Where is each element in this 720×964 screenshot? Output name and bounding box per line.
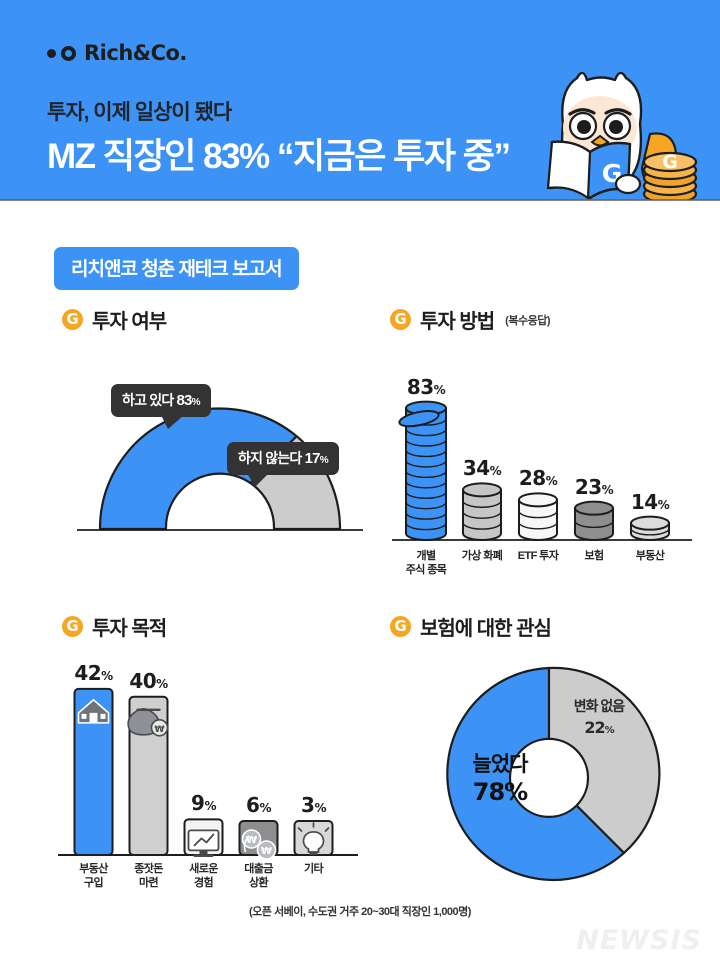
coin-value-label: 34%	[462, 456, 502, 481]
coin-category-label: 가상 화폐	[461, 550, 503, 562]
g-badge-icon: G	[390, 616, 411, 637]
header-subtitle: 투자, 이제 일상이 됐다	[47, 101, 232, 124]
coin-value-label: 14%	[630, 489, 670, 514]
percent-sign: %	[191, 397, 201, 408]
coin-stack-svg	[392, 400, 692, 541]
coin-stack-3	[518, 492, 558, 541]
coin-category-label: ETF 투자	[517, 550, 559, 562]
gauge-callout-not-label: 하지 않는다	[238, 450, 302, 466]
header-banner: Rich&Co. 투자, 이제 일상이 됐다 MZ 직장인 83% “지금은 투…	[0, 0, 720, 200]
purpose-category-label: 기타	[303, 863, 324, 875]
gauge-callout-not: 하지 않는다 17%	[227, 442, 339, 487]
section-title: 투자 여부	[92, 311, 167, 333]
donut-label-nochange-text: 변화 없음	[573, 698, 625, 714]
coin-value-label: 23%	[574, 474, 614, 499]
lightbulb-icon	[297, 822, 330, 855]
coin-column-3: 28%	[510, 466, 566, 490]
coin-category-label: 개별 주식 종목	[405, 550, 447, 576]
logo-dot-icon	[47, 48, 56, 58]
header-divider	[0, 199, 720, 201]
monitor-chart-icon	[187, 829, 220, 857]
coin-column-4: 23%	[566, 475, 622, 499]
gauge-callout-doing-value: 83	[176, 392, 193, 409]
newsis-watermark: NEWSIS	[576, 925, 702, 956]
coin-stack-5	[630, 515, 670, 541]
donut-label-nochange: 변화 없음 22%	[544, 696, 654, 737]
purpose-bar-1	[73, 687, 114, 856]
purpose-value-label: 6%	[246, 793, 271, 817]
donut-svg	[446, 666, 661, 882]
donut-chart-insurance: 늘었다 78% 변화 없음 22%	[404, 652, 694, 900]
purpose-value-label: 40%	[129, 668, 168, 693]
coin-column-5: 14%	[622, 490, 678, 514]
purpose-category-label: 부동산 구입	[79, 863, 108, 890]
donut-label-increased-value: 78%	[472, 778, 528, 806]
coin-column-2: 34%	[454, 456, 510, 480]
footnote-source: (오픈 서베이, 수도권 거주 20~30대 직장인 1,000명)	[249, 906, 471, 918]
bar-chart-invest-purpose: 42% 부동산 구입 40% 종잣돈 마련 9% 새로운 경험 6% 대출금 상환 3% 기타 ₩ ₩ ₩	[58, 655, 358, 900]
donut-hole	[508, 737, 590, 819]
percent-sign: %	[604, 725, 615, 736]
section-title: 투자 목적	[92, 618, 167, 640]
coin-value-label: 83%	[406, 374, 446, 399]
section-note: (복수응답)	[505, 314, 550, 327]
donut-slice-nochange	[547, 666, 661, 854]
gauge-callout-doing: 하고 있다 83%	[111, 384, 211, 429]
section-header-insurance: G 보험에 대한 관심	[390, 612, 552, 641]
report-tag: 리치앤코 청춘 재테크 보고서	[54, 247, 299, 290]
g-badge-icon: G	[390, 309, 411, 330]
svg-text:₩: ₩	[246, 835, 257, 846]
gauge-callout-not-value: 17	[304, 450, 321, 467]
coin-column-1: 83%	[398, 375, 454, 399]
logo-ring-icon	[61, 45, 76, 61]
coin-stack-2	[462, 482, 502, 541]
donut-label-nochange-value: 22%	[584, 718, 615, 737]
purpose-bars-svg: ₩ ₩ ₩	[58, 687, 358, 860]
purpose-value-label: 42%	[74, 660, 113, 685]
coin-value-label: 28%	[518, 466, 558, 491]
svg-text:₩: ₩	[155, 725, 165, 735]
purpose-value-label: 3%	[301, 793, 326, 817]
purpose-category-label: 대출금 상환	[244, 863, 273, 890]
purpose-category-label: 종잣돈 마련	[134, 863, 163, 890]
section-header-invest-method: G 투자 방법 (복수응답)	[390, 305, 550, 334]
house-icon	[77, 698, 110, 724]
header-title: MZ 직장인 83% “지금은 투자 중”	[47, 137, 511, 176]
logo-text: Rich&Co.	[84, 41, 187, 65]
coin-stack-chart-invest-method: 83% 개별 주식 종목 34% 가상 화폐 28% ETF 투자 23% 보험 14% 부동산	[392, 348, 692, 578]
brand-logo: Rich&Co.	[47, 41, 187, 65]
money-exchange-icon: ₩ ₩	[241, 829, 277, 860]
gauge-chart-invest-yn: 하고 있다 83% 하지 않는다 17%	[75, 378, 365, 543]
section-header-invest-purpose: G 투자 목적	[62, 612, 167, 641]
purpose-category-label: 새로운 경험	[189, 863, 218, 890]
svg-text:₩: ₩	[261, 846, 272, 857]
g-badge-icon: G	[62, 309, 83, 330]
coin-stack-1	[398, 400, 447, 541]
coin-category-label: 보험	[584, 550, 604, 562]
money-bag-icon: ₩	[127, 707, 169, 737]
purpose-value-label: 9%	[191, 791, 216, 816]
donut-label-increased-text: 늘었다	[472, 753, 529, 776]
donut-label-increased: 늘었다 78%	[440, 748, 560, 806]
gauge-callout-doing-label: 하고 있다	[122, 392, 174, 408]
section-title: 보험에 대한 관심	[420, 618, 552, 640]
g-badge-icon: G	[62, 616, 83, 637]
section-header-invest-yn: G 투자 여부	[62, 305, 167, 334]
section-title: 투자 방법	[420, 311, 495, 333]
percent-sign: %	[319, 455, 329, 466]
svg-text:G: G	[662, 151, 678, 173]
coin-stack-4	[574, 500, 614, 541]
gauge-slice-doing	[98, 407, 298, 531]
coin-category-label: 부동산	[635, 550, 665, 562]
owl-mascot-illustration: G G	[546, 72, 698, 200]
